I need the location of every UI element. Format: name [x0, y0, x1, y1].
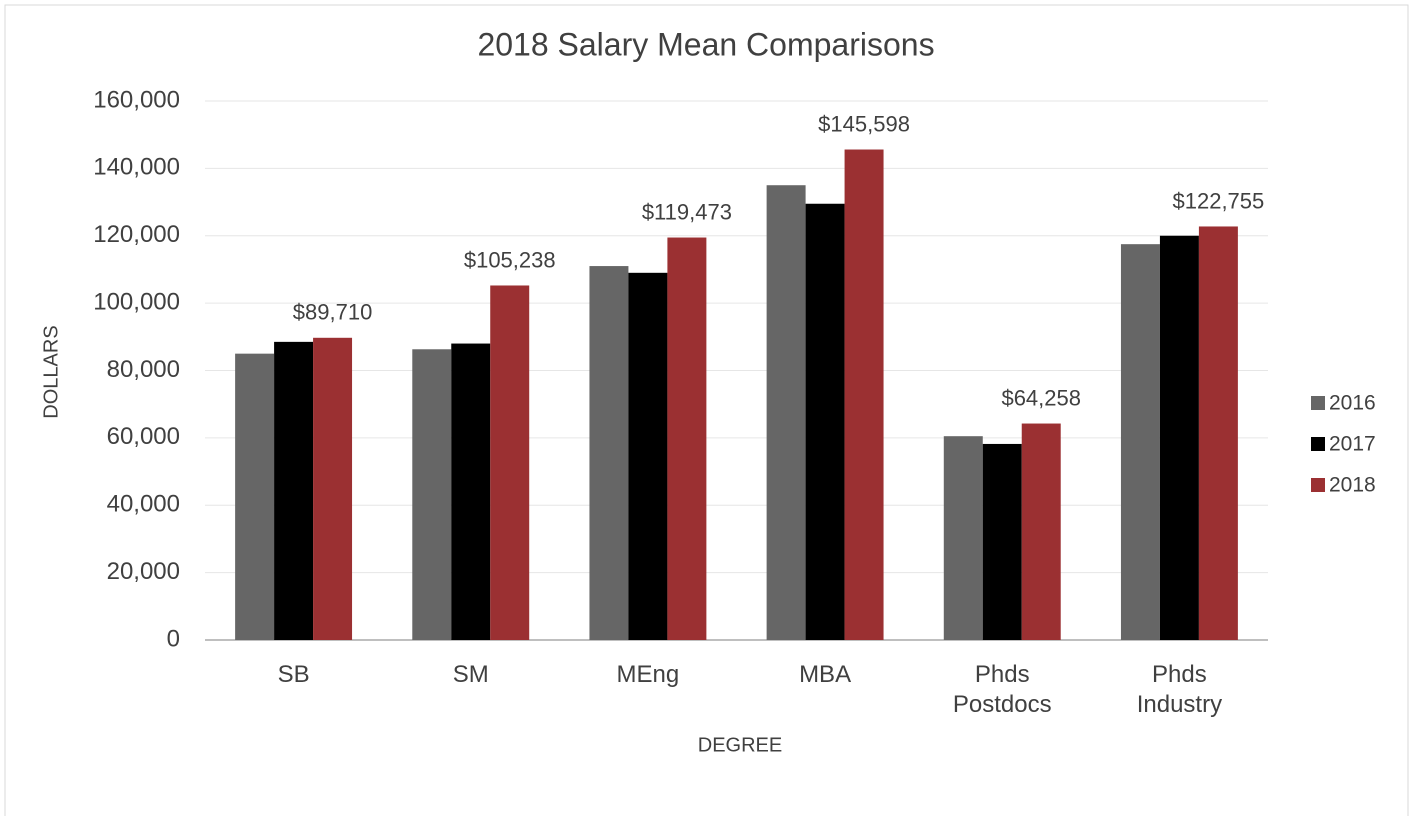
bar [628, 272, 668, 640]
y-tick-label: 0 [167, 625, 180, 652]
y-axis-label: DOLLARS [40, 325, 62, 418]
bar [844, 149, 884, 641]
chart-title: 2018 Salary Mean Comparisons [477, 26, 934, 62]
bar [1198, 226, 1238, 640]
bar [451, 343, 491, 640]
bar [982, 443, 1022, 640]
legend-label: 2017 [1329, 433, 1376, 456]
data-label: $119,473 [642, 199, 732, 224]
y-tick-label: 140,000 [93, 154, 180, 181]
bar [490, 285, 530, 640]
bar [1159, 235, 1199, 640]
y-tick-label: 160,000 [93, 86, 180, 113]
data-label: $89,710 [293, 300, 373, 325]
x-tick-label: MEng [616, 661, 680, 688]
data-label: $105,238 [464, 247, 556, 272]
bar [667, 237, 707, 640]
y-tick-label: 60,000 [107, 423, 180, 450]
legend-label: 2018 [1329, 474, 1376, 497]
data-label: $145,598 [818, 111, 910, 136]
bar [313, 337, 353, 640]
bar [274, 341, 314, 640]
data-label: $64,258 [1001, 385, 1081, 410]
bar [235, 353, 275, 640]
x-tick-label: SB [277, 661, 310, 688]
data-label: $122,755 [1173, 188, 1265, 213]
x-tick-label: MBA [799, 661, 852, 688]
bar [1120, 244, 1160, 640]
legend-swatch [1311, 478, 1325, 492]
x-tick-label: Phds Industry [1136, 661, 1223, 718]
bar [1021, 423, 1061, 640]
legend-swatch [1311, 437, 1325, 451]
bar [412, 349, 452, 640]
chart-border [4, 4, 1409, 816]
legend-swatch [1311, 396, 1325, 410]
x-tick-label: SM [452, 661, 489, 688]
x-axis-label: DEGREE [698, 734, 782, 756]
y-tick-label: 80,000 [107, 356, 180, 383]
bar [766, 185, 806, 640]
y-tick-label: 120,000 [93, 221, 180, 248]
y-tick-label: 20,000 [107, 558, 180, 585]
x-tick-label: Phds Postdocs [952, 661, 1052, 718]
y-tick-label: 40,000 [107, 491, 180, 518]
legend-label: 2016 [1329, 392, 1376, 415]
bar [805, 203, 845, 640]
bar [943, 436, 983, 640]
y-tick-label: 100,000 [93, 288, 180, 315]
bar [589, 266, 629, 640]
